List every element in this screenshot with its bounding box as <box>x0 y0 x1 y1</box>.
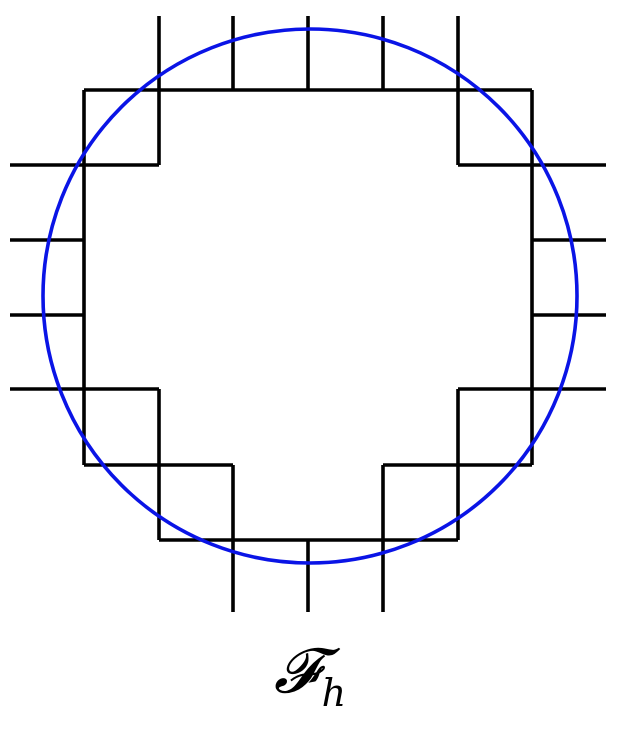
boundary-circle <box>41 27 579 565</box>
mesh-grid <box>10 16 606 612</box>
figure-label-symbol: 𝓕 <box>273 634 320 707</box>
figure-label: 𝓕h <box>0 640 618 716</box>
figure-label-subscript: h <box>321 671 347 715</box>
